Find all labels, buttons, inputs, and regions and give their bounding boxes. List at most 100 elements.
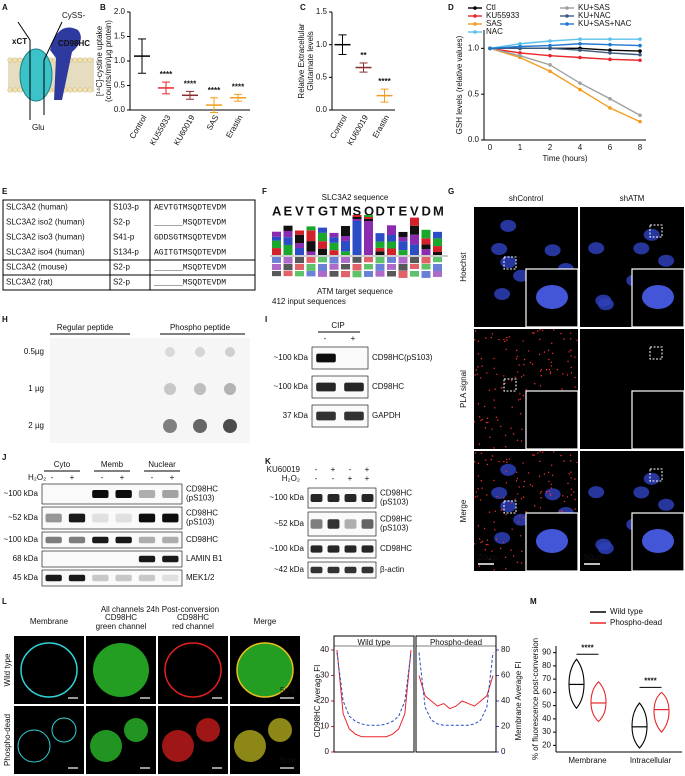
logo-glyph bbox=[433, 238, 442, 247]
logo-glyph bbox=[283, 230, 293, 238]
nucleus bbox=[633, 486, 650, 499]
significance: **** bbox=[184, 79, 197, 88]
pla-dot bbox=[478, 565, 480, 567]
pla-dot bbox=[547, 471, 550, 474]
pla-dot bbox=[567, 482, 569, 485]
logo-glyph bbox=[318, 264, 327, 271]
pla-dot bbox=[563, 338, 565, 340]
blot bbox=[41, 506, 183, 530]
row-label: Wild type bbox=[3, 653, 12, 686]
pla-dot bbox=[505, 513, 507, 516]
pla-dot bbox=[479, 377, 482, 379]
pla-dot bbox=[477, 488, 479, 490]
logo-glyph bbox=[364, 221, 373, 255]
logo-glyph bbox=[410, 225, 419, 235]
logo-glyph bbox=[433, 271, 442, 277]
logo-glyph bbox=[329, 232, 339, 238]
sign: + bbox=[70, 473, 75, 482]
band bbox=[115, 513, 132, 523]
pla-dot bbox=[550, 483, 553, 486]
logo-glyph bbox=[398, 241, 408, 251]
logo-glyph bbox=[375, 257, 385, 264]
pla-dot bbox=[486, 463, 489, 466]
band bbox=[115, 574, 132, 582]
pla-dot bbox=[517, 371, 519, 373]
band bbox=[68, 536, 86, 544]
cell-fill bbox=[93, 643, 149, 697]
cell: SLC3A2 iso2 (human) bbox=[6, 218, 85, 227]
inset bbox=[631, 268, 685, 328]
sign: - bbox=[332, 474, 335, 483]
marker bbox=[608, 51, 612, 55]
pla-dot bbox=[569, 454, 572, 456]
logo-glyph bbox=[295, 243, 304, 249]
pla-dot bbox=[548, 490, 551, 493]
pla-dot bbox=[560, 454, 562, 457]
cell-fill bbox=[90, 730, 122, 762]
band-label: CD98HC bbox=[380, 489, 412, 498]
x-tick-label: Erastin bbox=[371, 114, 391, 140]
pla-dot bbox=[534, 505, 536, 507]
nucleus bbox=[643, 472, 660, 485]
pla-dot bbox=[496, 373, 498, 376]
pla-dot bbox=[563, 500, 566, 503]
marker-label: ~52 kDa bbox=[274, 519, 305, 528]
logo-letter: E bbox=[399, 203, 408, 218]
pla-dot bbox=[532, 332, 534, 334]
line bbox=[489, 47, 641, 116]
pla-dot bbox=[504, 434, 507, 437]
lipid bbox=[67, 87, 73, 93]
band bbox=[310, 519, 323, 529]
roi bbox=[649, 468, 663, 482]
logo-glyph bbox=[283, 264, 293, 271]
logo-glyph bbox=[421, 238, 431, 245]
sign: - bbox=[315, 465, 318, 474]
pla-dot bbox=[500, 547, 502, 550]
cell: S134-p bbox=[113, 248, 139, 257]
significance: ** bbox=[360, 51, 367, 60]
pla-dot bbox=[480, 452, 483, 455]
pla-dot bbox=[548, 358, 550, 361]
pla-dot bbox=[505, 482, 508, 484]
pla-dot bbox=[505, 348, 507, 351]
band bbox=[115, 490, 132, 498]
pla-dot bbox=[574, 498, 576, 501]
pla-dot bbox=[570, 355, 572, 357]
scale-label: 20µm bbox=[478, 553, 499, 562]
band bbox=[138, 490, 156, 498]
pla-dot bbox=[487, 421, 489, 424]
pla-dot bbox=[542, 451, 544, 453]
nucleus bbox=[536, 529, 568, 553]
band bbox=[92, 574, 109, 582]
pla-dot bbox=[566, 496, 569, 498]
logo-letter: T bbox=[387, 203, 395, 218]
pla-dot bbox=[511, 528, 513, 530]
dot bbox=[194, 383, 206, 395]
pla-dot bbox=[522, 516, 525, 519]
logo-letter: A bbox=[272, 203, 282, 218]
logo-glyph bbox=[421, 229, 431, 239]
logo-glyph bbox=[341, 264, 350, 270]
pla-dot bbox=[539, 460, 541, 463]
pla-dot bbox=[549, 493, 552, 495]
marker bbox=[578, 87, 582, 92]
logo-glyph bbox=[364, 219, 373, 221]
cell: SLC3A2 iso4 (human) bbox=[6, 248, 85, 257]
blot bbox=[307, 487, 377, 509]
logo-glyph bbox=[306, 226, 316, 231]
cell-ring bbox=[164, 642, 222, 698]
blot bbox=[41, 483, 183, 505]
logo-glyph bbox=[283, 257, 293, 264]
column-label: shControl bbox=[509, 194, 543, 203]
significance: **** bbox=[232, 82, 245, 91]
legend-marker bbox=[473, 22, 477, 26]
cell: SLC3A2 (human) bbox=[6, 203, 68, 212]
y-tick-label: 1.0 bbox=[468, 43, 480, 52]
dot bbox=[193, 419, 207, 433]
row-label: Phospho-dead bbox=[3, 714, 12, 766]
sign: - bbox=[51, 473, 54, 482]
band bbox=[162, 513, 179, 523]
inset bbox=[631, 512, 685, 572]
pla-dot bbox=[519, 398, 521, 400]
pla-dot bbox=[510, 549, 512, 551]
